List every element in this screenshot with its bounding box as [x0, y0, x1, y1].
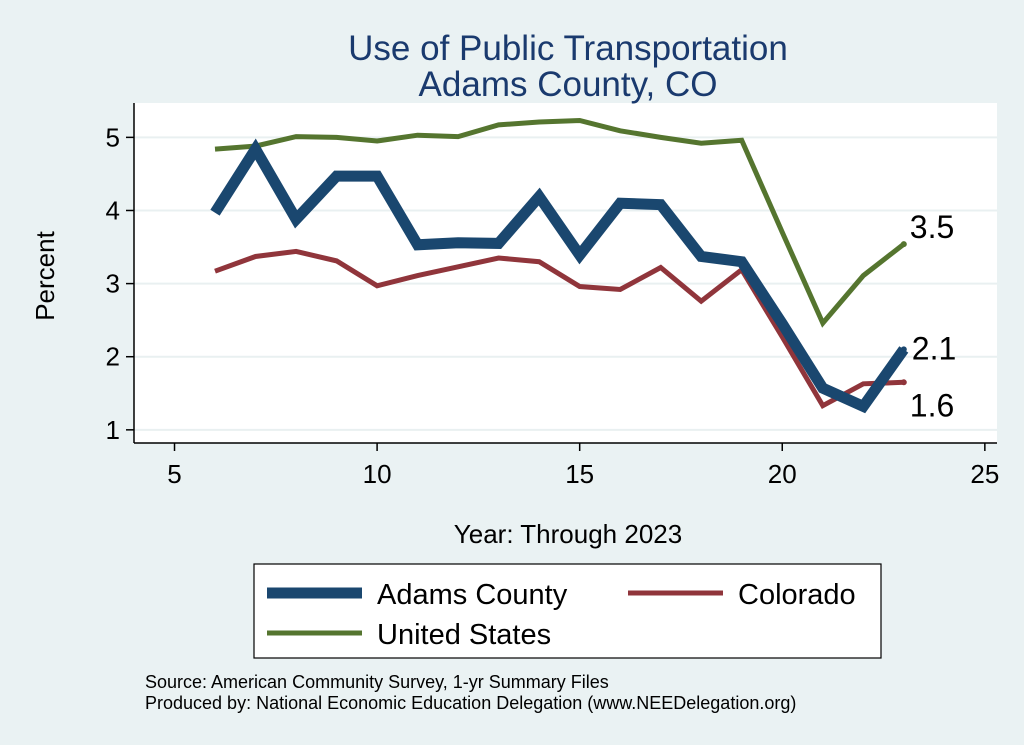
legend-label-united-states: United States: [377, 619, 551, 651]
end-marker-united-states: [900, 241, 907, 248]
chart-title-line-1: Use of Public Transportation: [348, 29, 788, 68]
source-note: Source: American Community Survey, 1-yr …: [145, 672, 609, 692]
end-marker-adams-county: [900, 346, 907, 353]
y-tick-label-1: 1: [106, 415, 120, 445]
y-tick-label-5: 5: [106, 122, 120, 152]
x-tick-label-5: 5: [167, 459, 181, 489]
legend: Adams County Colorado United States: [253, 563, 882, 659]
plot-area: [134, 103, 997, 443]
axis-layer: 1 2 3 4 5 5 10 15 20 25: [106, 103, 999, 489]
end-label-colorado: 1.6: [910, 387, 954, 423]
series-line-colorado: [214, 248, 904, 410]
end-marker-colorado: [900, 379, 907, 386]
series-line-adams-county: [210, 138, 909, 414]
x-tick-label-10: 10: [363, 459, 392, 489]
grid-layer: [134, 136, 997, 431]
end-label-adams-county: 2.1: [912, 330, 956, 366]
legend-box: [253, 563, 882, 659]
y-tick-label-3: 3: [106, 269, 120, 299]
y-axis-label: Percent: [30, 230, 60, 320]
producer-note: Produced by: National Economic Education…: [145, 693, 796, 713]
x-tick-label-15: 15: [565, 459, 594, 489]
chart-title-line-2: Adams County, CO: [419, 65, 718, 104]
x-axis-label: Year: Through 2023: [454, 519, 682, 549]
legend-label-adams-county: Adams County: [377, 579, 568, 611]
end-label-united-states: 3.5: [910, 209, 954, 245]
y-tick-label-4: 4: [106, 195, 120, 225]
y-tick-label-2: 2: [106, 342, 120, 372]
x-tick-label-25: 25: [970, 459, 999, 489]
label-layer: 1.6 3.5 2.1: [900, 209, 956, 423]
series-line-united-states: [214, 117, 906, 328]
legend-label-colorado: Colorado: [738, 579, 856, 611]
x-tick-label-20: 20: [768, 459, 797, 489]
series-layer: [210, 117, 909, 414]
